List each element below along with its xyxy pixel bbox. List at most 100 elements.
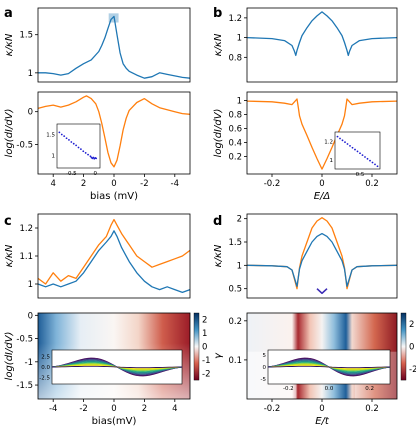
inset-y-tick-label: -2.5 — [39, 376, 50, 382]
inset-frame-a-bottom — [56, 123, 101, 169]
x-axis-label: bias (mV) — [90, 191, 138, 202]
series-line-c-top — [37, 218, 191, 285]
x-tick-label: 0 — [111, 404, 116, 414]
inset-point — [376, 165, 379, 168]
y-tick-label: 0.8 — [228, 53, 242, 63]
inset-curve — [268, 365, 390, 369]
y-tick-label: 0.2 — [228, 152, 242, 162]
axes-a-top: 1 1.5 κ/κN — [4, 31, 38, 79]
y-tick-label: 1.1 — [19, 252, 33, 262]
x-tick-label: -0.2 — [264, 179, 281, 189]
y-tick-label: 1.5 — [19, 31, 33, 41]
colorbar — [193, 312, 200, 381]
y-tick-label: 0 — [28, 311, 33, 321]
y-tick-label: 0.8 — [228, 110, 242, 120]
y-axis-label: γ — [213, 352, 224, 359]
inset-point — [63, 135, 66, 138]
x-tick-label: 0 — [111, 179, 116, 189]
y-axis-label: log(dI/dV) — [213, 109, 224, 158]
inset-x-tick-label: -0.5 — [66, 171, 77, 177]
y-axis-label: κ/κN — [4, 33, 15, 56]
x-tick-label: 2 — [81, 179, 86, 189]
y-tick-label: 1 — [28, 280, 33, 290]
y-tick-label: -1 — [25, 358, 33, 368]
inset-y-tick-label: 0 — [263, 365, 267, 371]
inset-point — [92, 156, 95, 159]
y-tick-label: 1 — [237, 34, 242, 44]
inset-point — [371, 161, 374, 164]
y-axis-label: κ/κN — [213, 33, 224, 56]
frame-d-top — [246, 213, 398, 299]
colorbar — [400, 312, 407, 381]
axes-b-bottom: 1 0.8 0.6 0.4 0.2 -0.2 0 0.2 log(dI/dV) E/Δ — [213, 96, 379, 202]
inset-y-tick-label: 1 — [52, 153, 56, 159]
axes-b-top: 1.2 1 0.8 κ/κN — [213, 14, 247, 63]
inset-point — [65, 137, 68, 140]
x-axis-label: E/t — [315, 416, 330, 426]
y-tick-label: -0.5 — [16, 335, 33, 345]
inset-y-tick-label: 2.5 — [41, 354, 50, 360]
series-line-b-bottom — [246, 98, 398, 170]
colorbar-tick-label: 0 — [202, 343, 207, 353]
y-axis-label: log(dI/dV) — [4, 332, 15, 381]
inset-point — [79, 148, 82, 151]
inset-point — [89, 155, 92, 158]
inset-point — [359, 152, 361, 155]
inset-point — [60, 133, 63, 136]
y-tick-label: 0.6 — [228, 124, 242, 134]
inset-x-tick-label: 0.0 — [325, 386, 334, 392]
y-tick-label: 0 — [28, 108, 33, 118]
x-tick-label: -4 — [49, 404, 57, 414]
panel-label-c: c — [4, 214, 12, 229]
inset-point — [68, 139, 70, 141]
x-tick-label: 2 — [142, 404, 147, 414]
x-tick-label: -4 — [171, 179, 179, 189]
frame-b-top — [246, 7, 398, 83]
inset-curve — [52, 365, 182, 369]
y-axis-label: log(dI/dV) — [4, 109, 15, 158]
y-tick-label: 1 — [237, 96, 242, 106]
y-tick-label: 0.4 — [228, 138, 242, 148]
inset-x-tick-label: 0 — [93, 171, 97, 177]
panel-label-a: a — [4, 6, 13, 21]
y-tick-label: 0.1 — [228, 356, 242, 366]
y-tick-label: 0.2 — [228, 317, 242, 327]
y-axis-label: κ/κN — [213, 244, 224, 267]
inset-y-tick-label: 5 — [263, 353, 267, 359]
series-line-d-top — [246, 232, 398, 287]
inset-x-tick-label: 0.2 — [365, 386, 374, 392]
frame-b-bottom — [246, 91, 398, 175]
inset-point — [75, 144, 78, 147]
inset-point — [354, 148, 356, 151]
axes-c-bottom: 0 -0.5 -1 -1.5 -4 -2 0 2 4 log(dI/dV) bias(mV) — [4, 311, 178, 426]
noise-band — [108, 13, 119, 23]
series-line-d-top — [316, 288, 328, 295]
x-tick-label: -2 — [79, 404, 87, 414]
x-tick-label: 0 — [319, 179, 324, 189]
y-axis-label: κ/κN — [4, 244, 15, 267]
inset-point — [70, 141, 73, 143]
inset-x-tick-label: -0.2 — [283, 386, 294, 392]
colorbar-tick-label: 2 — [409, 320, 414, 330]
colorbar-tick-label: -2 — [409, 365, 416, 375]
y-tick-label: 2 — [237, 215, 242, 225]
y-tick-label: -0.5 — [16, 140, 33, 150]
frame-a-top — [37, 7, 191, 83]
y-tick-label: 1 — [237, 261, 242, 271]
inset-point — [346, 143, 349, 145]
inset-point — [339, 137, 341, 140]
inset-y-tick-label: -5 — [261, 377, 267, 383]
inset-point — [374, 163, 376, 166]
colorbar-tick-label: -2 — [202, 369, 210, 379]
inset-x-tick-label: 0.5 — [356, 172, 365, 178]
inset-point — [95, 157, 98, 160]
x-tick-label: -0.2 — [264, 404, 281, 414]
inset-point — [341, 139, 344, 142]
x-axis-label: bias(mV) — [92, 416, 137, 426]
series-line-c-top — [37, 230, 191, 294]
y-tick-label: -1.5 — [16, 381, 33, 391]
inset-point — [349, 144, 351, 147]
y-tick-label: 1.2 — [228, 14, 242, 24]
x-tick-label: 0.2 — [365, 179, 379, 189]
axes-d-bottom: 0.2 0.1 -0.2 0 0.2 γ E/t — [213, 317, 379, 426]
